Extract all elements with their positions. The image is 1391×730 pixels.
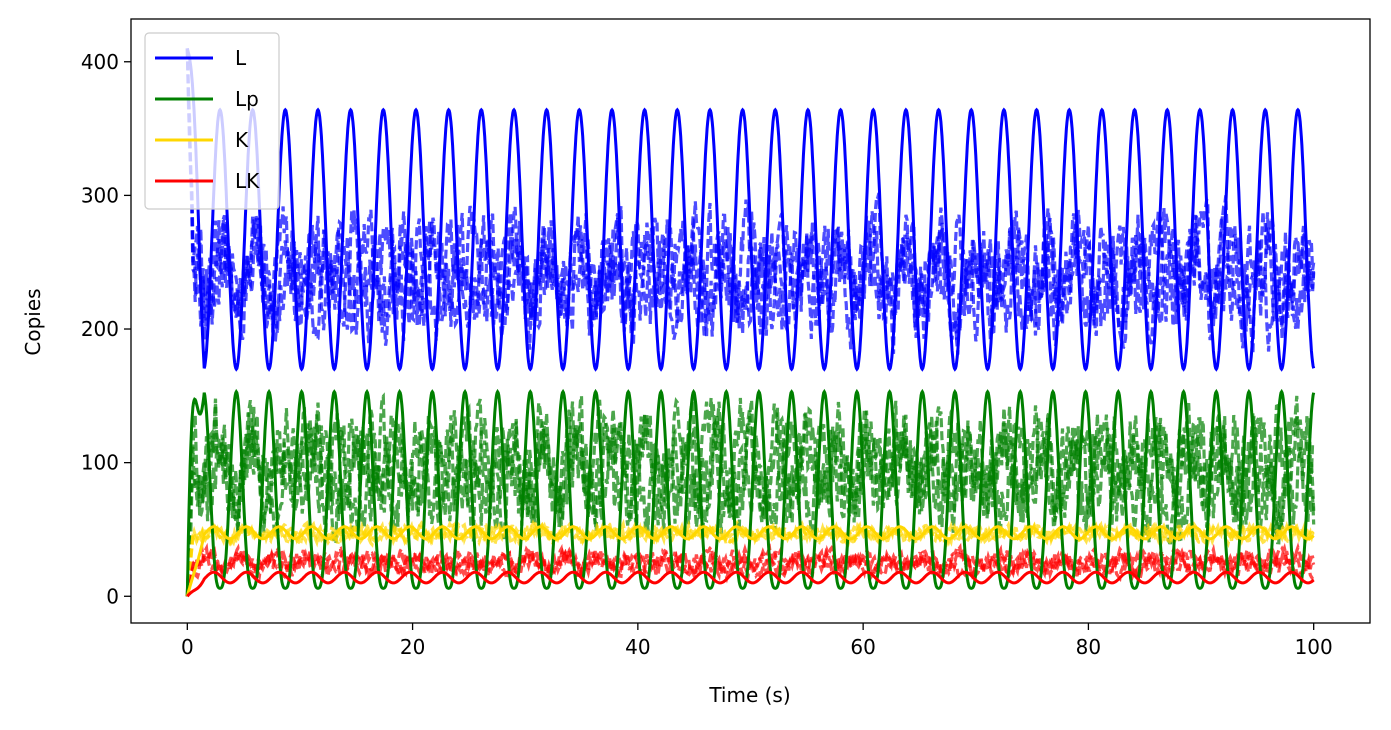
x-tick-label-0: 0	[181, 635, 194, 659]
y-axis: 0 100 200 300 400	[81, 50, 131, 608]
x-tick-label-20: 20	[400, 635, 425, 659]
x-tick-label-80: 80	[1076, 635, 1101, 659]
legend-label-l: L	[235, 46, 247, 70]
y-tick-label-200: 200	[81, 317, 119, 341]
x-axis: 0 20 40 60 80 100	[181, 623, 1333, 659]
x-axis-label: Time (s)	[708, 683, 790, 707]
x-tick-label-40: 40	[625, 635, 650, 659]
line-lp	[185, 388, 1316, 597]
y-axis-label: Copies	[21, 288, 45, 355]
y-tick-label-100: 100	[81, 451, 119, 475]
legend-label-lk: LK	[235, 169, 260, 193]
deterministic-traces	[185, 47, 1316, 598]
line-l	[185, 47, 1316, 372]
y-tick-label-400: 400	[81, 50, 119, 74]
plot-frame	[130, 18, 1371, 624]
line-lk	[186, 570, 1315, 598]
legend-box	[144, 32, 280, 210]
stochastic-line-lk-2	[185, 542, 1316, 597]
y-tick-label-0: 0	[106, 584, 119, 608]
stochastic-line-l-1	[185, 48, 1316, 355]
legend-label-k: K	[235, 128, 249, 152]
x-tick-label-60: 60	[850, 635, 875, 659]
x-tick-label-100: 100	[1295, 635, 1333, 659]
y-tick-label-300: 300	[81, 183, 119, 207]
legend-label-lp: Lp	[235, 87, 259, 111]
legend: L Lp K LK	[144, 32, 280, 210]
line-k	[185, 525, 1315, 597]
